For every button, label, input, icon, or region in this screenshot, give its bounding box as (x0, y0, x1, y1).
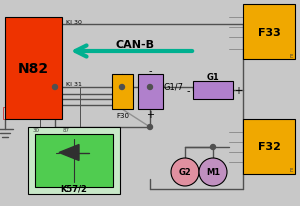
Text: K57/2: K57/2 (61, 184, 87, 193)
Text: G1/7: G1/7 (163, 83, 183, 91)
Bar (138, 75, 163, 109)
Circle shape (148, 85, 152, 90)
Text: -: - (186, 85, 190, 96)
Bar (112, 75, 133, 109)
Bar (193, 82, 233, 99)
Text: CAN-B: CAN-B (116, 40, 154, 50)
Text: +: + (146, 109, 154, 119)
Bar (243, 119, 295, 174)
Text: M1: M1 (206, 168, 220, 177)
Bar (3, 108, 22, 119)
Text: F33: F33 (258, 27, 280, 37)
Circle shape (148, 125, 152, 130)
Text: G2: G2 (178, 168, 191, 177)
Text: N82: N82 (18, 62, 49, 76)
Text: 30: 30 (32, 128, 40, 133)
Bar (35, 134, 113, 187)
Bar (28, 127, 120, 194)
Text: 87: 87 (62, 128, 70, 133)
Bar (5, 18, 62, 119)
Circle shape (211, 145, 215, 150)
Circle shape (171, 158, 199, 186)
Text: -: - (149, 66, 152, 76)
Polygon shape (59, 145, 79, 161)
Text: F30: F30 (116, 112, 129, 118)
Bar (243, 5, 295, 60)
Text: E: E (289, 168, 293, 173)
Text: G1: G1 (207, 72, 219, 81)
Text: F32: F32 (258, 142, 280, 152)
Text: E: E (289, 53, 293, 58)
Circle shape (52, 85, 58, 90)
Text: +: + (234, 85, 242, 96)
Circle shape (119, 85, 124, 90)
Text: KI 30: KI 30 (66, 19, 82, 24)
Text: KI 31: KI 31 (66, 82, 82, 87)
Circle shape (199, 158, 227, 186)
